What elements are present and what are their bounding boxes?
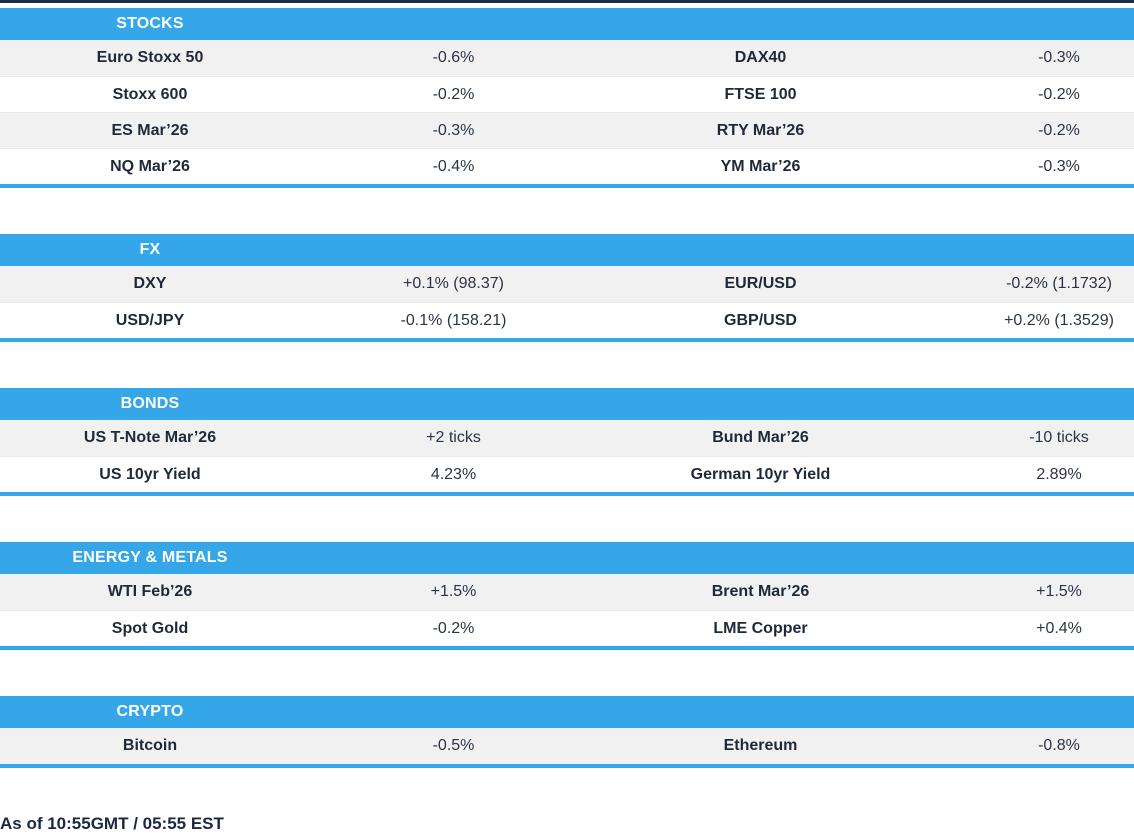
instrument-label: Euro Stoxx 50 bbox=[96, 49, 204, 66]
section-crypto: CRYPTO Bitcoin -0.5% Ethereum -0.8% bbox=[0, 696, 1134, 768]
instrument-label: LME Copper bbox=[713, 619, 808, 637]
section-bottom-rule bbox=[0, 338, 1134, 342]
section-title: STOCKS bbox=[116, 15, 184, 32]
instrument-label: YM Mar’26 bbox=[720, 157, 801, 175]
section-bottom-rule bbox=[0, 184, 1134, 188]
section-energy-metals: ENERGY & METALS WTI Feb’26 +1.5% Brent M… bbox=[0, 542, 1134, 650]
instrument-label: US 10yr Yield bbox=[99, 465, 201, 483]
section-bottom-rule bbox=[0, 646, 1134, 650]
table-row: US T-Note Mar’26 +2 ticks Bund Mar’26 -1… bbox=[0, 420, 1134, 456]
section-stocks: STOCKS Euro Stoxx 50 -0.6% DAX40 -0.3% S… bbox=[0, 8, 1134, 188]
instrument-label: Brent Mar’26 bbox=[711, 583, 810, 600]
section-bottom-rule bbox=[0, 764, 1134, 768]
instrument-value: -0.1% (158.21) bbox=[400, 311, 507, 329]
instrument-label: DAX40 bbox=[734, 49, 787, 66]
instrument-value: -0.8% bbox=[1038, 737, 1080, 754]
table-row: Spot Gold -0.2% LME Copper +0.4% bbox=[0, 610, 1134, 646]
top-divider bbox=[0, 0, 1134, 3]
instrument-label: German 10yr Yield bbox=[690, 465, 831, 483]
instrument-value: -0.2% (1.1732) bbox=[1006, 275, 1112, 292]
instrument-value: -0.2% bbox=[1038, 121, 1080, 139]
instrument-label: GBP/USD bbox=[724, 311, 797, 329]
section-title: CRYPTO bbox=[116, 703, 184, 720]
instrument-value: -0.2% bbox=[432, 85, 475, 103]
instrument-label: US T-Note Mar’26 bbox=[83, 429, 217, 446]
instrument-value: +1.5% bbox=[1036, 583, 1082, 600]
table-row: WTI Feb’26 +1.5% Brent Mar’26 +1.5% bbox=[0, 574, 1134, 610]
section-fx: FX DXY +0.1% (98.37) EUR/USD -0.2% (1.17… bbox=[0, 234, 1134, 342]
section-header-bonds: BONDS bbox=[0, 388, 1134, 420]
instrument-label: NQ Mar’26 bbox=[110, 157, 190, 175]
section-title: BONDS bbox=[120, 395, 180, 412]
instrument-label: USD/JPY bbox=[115, 311, 185, 329]
instrument-value: -0.2% bbox=[432, 619, 475, 637]
instrument-label: Stoxx 600 bbox=[112, 85, 188, 103]
table-row: Stoxx 600 -0.2% FTSE 100 -0.2% bbox=[0, 76, 1134, 112]
instrument-label: Bund Mar’26 bbox=[712, 429, 809, 446]
section-header-crypto: CRYPTO bbox=[0, 696, 1134, 728]
table-row: NQ Mar’26 -0.4% YM Mar’26 -0.3% bbox=[0, 148, 1134, 184]
instrument-label: DXY bbox=[133, 275, 167, 292]
timestamp-text: As of 10:55GMT / 05:55 EST bbox=[0, 814, 224, 833]
section-header-fx: FX bbox=[0, 234, 1134, 266]
instrument-label: EUR/USD bbox=[724, 275, 797, 292]
instrument-value: -0.3% bbox=[432, 121, 475, 139]
instrument-value: +2 ticks bbox=[426, 429, 481, 446]
instrument-value: +1.5% bbox=[430, 583, 477, 600]
instrument-value: +0.4% bbox=[1036, 619, 1082, 637]
instrument-value: -0.3% bbox=[1038, 49, 1080, 66]
section-bonds: BONDS US T-Note Mar’26 +2 ticks Bund Mar… bbox=[0, 388, 1134, 496]
instrument-value: 4.23% bbox=[430, 465, 477, 483]
instrument-value: -0.5% bbox=[432, 737, 475, 754]
instrument-value: +0.1% (98.37) bbox=[403, 275, 504, 292]
section-header-energy-metals: ENERGY & METALS bbox=[0, 542, 1134, 574]
section-bottom-rule bbox=[0, 492, 1134, 496]
table-row: ES Mar’26 -0.3% RTY Mar’26 -0.2% bbox=[0, 112, 1134, 148]
table-row: Euro Stoxx 50 -0.6% DAX40 -0.3% bbox=[0, 40, 1134, 76]
instrument-value: 2.89% bbox=[1036, 465, 1082, 483]
table-row: DXY +0.1% (98.37) EUR/USD -0.2% (1.1732) bbox=[0, 266, 1134, 302]
instrument-value: +0.2% (1.3529) bbox=[1004, 311, 1114, 329]
table-row: Bitcoin -0.5% Ethereum -0.8% bbox=[0, 728, 1134, 764]
instrument-label: Bitcoin bbox=[122, 737, 178, 754]
section-header-stocks: STOCKS bbox=[0, 8, 1134, 40]
instrument-label: Spot Gold bbox=[111, 619, 189, 637]
section-title: FX bbox=[139, 241, 161, 258]
instrument-label: FTSE 100 bbox=[724, 85, 797, 103]
instrument-value: -0.4% bbox=[432, 157, 475, 175]
table-row: USD/JPY -0.1% (158.21) GBP/USD +0.2% (1.… bbox=[0, 302, 1134, 338]
instrument-value: -0.2% bbox=[1038, 85, 1080, 103]
instrument-value: -0.6% bbox=[432, 49, 475, 66]
section-title: ENERGY & METALS bbox=[72, 549, 228, 566]
instrument-label: ES Mar’26 bbox=[111, 121, 189, 139]
instrument-label: WTI Feb’26 bbox=[107, 583, 193, 600]
instrument-value: -0.3% bbox=[1038, 157, 1080, 175]
instrument-label: Ethereum bbox=[723, 737, 798, 754]
instrument-value: -10 ticks bbox=[1029, 429, 1089, 446]
instrument-label: RTY Mar’26 bbox=[716, 121, 805, 139]
table-row: US 10yr Yield 4.23% German 10yr Yield 2.… bbox=[0, 456, 1134, 492]
